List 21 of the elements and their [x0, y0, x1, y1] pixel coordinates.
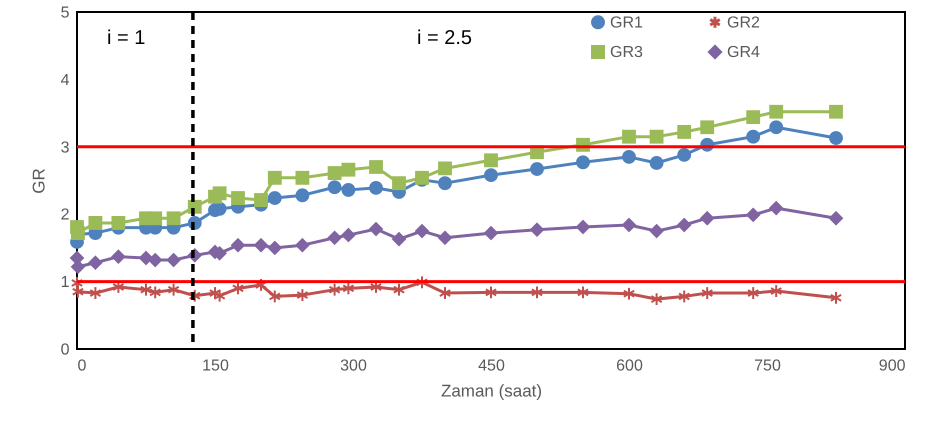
y-tick-label: 1: [60, 274, 70, 292]
x-tick-label: 600: [616, 358, 643, 374]
x-tick-label: 150: [202, 358, 229, 374]
annotation: i = 1: [107, 27, 146, 49]
legend-label: GR3: [610, 44, 643, 61]
annotation: i = 2.5: [417, 27, 472, 49]
y-tick-label: 5: [60, 4, 70, 22]
x-tick-label: 750: [754, 358, 781, 374]
y-axis-title: GR: [30, 168, 49, 194]
legend-label: GR1: [610, 14, 643, 32]
x-axis-title: Zaman (saat): [440, 382, 542, 400]
y-tick-label: 3: [60, 139, 70, 156]
y-tick-label: 2: [60, 206, 70, 224]
y-tick-label: 4: [60, 72, 70, 89]
legend-label: GR2: [727, 14, 760, 32]
legend-label: GR4: [727, 44, 760, 61]
y-tick-label: 0: [60, 342, 70, 358]
x-tick-label: 450: [478, 358, 505, 374]
x-tick-label: 300: [340, 358, 367, 374]
x-tick-label: 0: [78, 358, 86, 374]
x-tick-label: 900: [878, 358, 906, 374]
